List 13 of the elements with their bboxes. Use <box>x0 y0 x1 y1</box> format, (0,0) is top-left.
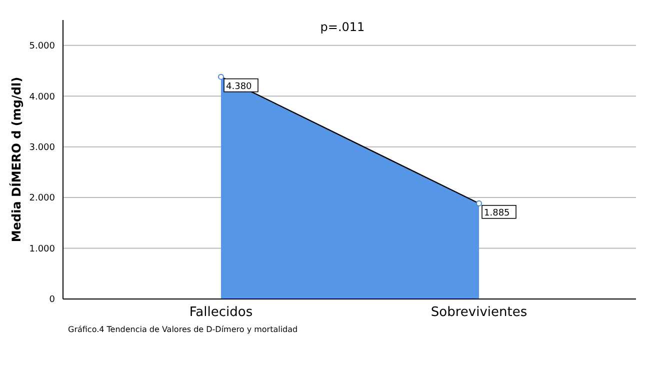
y-tick-label: 1.000 <box>29 244 56 254</box>
x-tick-label: Fallecidos <box>189 305 253 320</box>
y-tick-label: 0 <box>49 295 56 306</box>
chart-title: p=.011 <box>319 20 366 34</box>
y-tick-label: 5.000 <box>29 42 56 52</box>
y-tick-label: 4.000 <box>29 92 56 102</box>
y-tick-label: 2.000 <box>29 194 56 204</box>
x-tick-label: Sobrevivientes <box>430 305 528 320</box>
text: Gráfico.4 Tendencia de Valores de D-Dímero y mortalidad <box>68 325 298 334</box>
y-tick-label: 3.000 <box>29 143 56 154</box>
data-label: 1.885 <box>484 208 510 218</box>
y-axis-title: Media DÍMERO d (mg/dl) <box>8 76 24 242</box>
data-label: 4.380 <box>226 82 252 92</box>
